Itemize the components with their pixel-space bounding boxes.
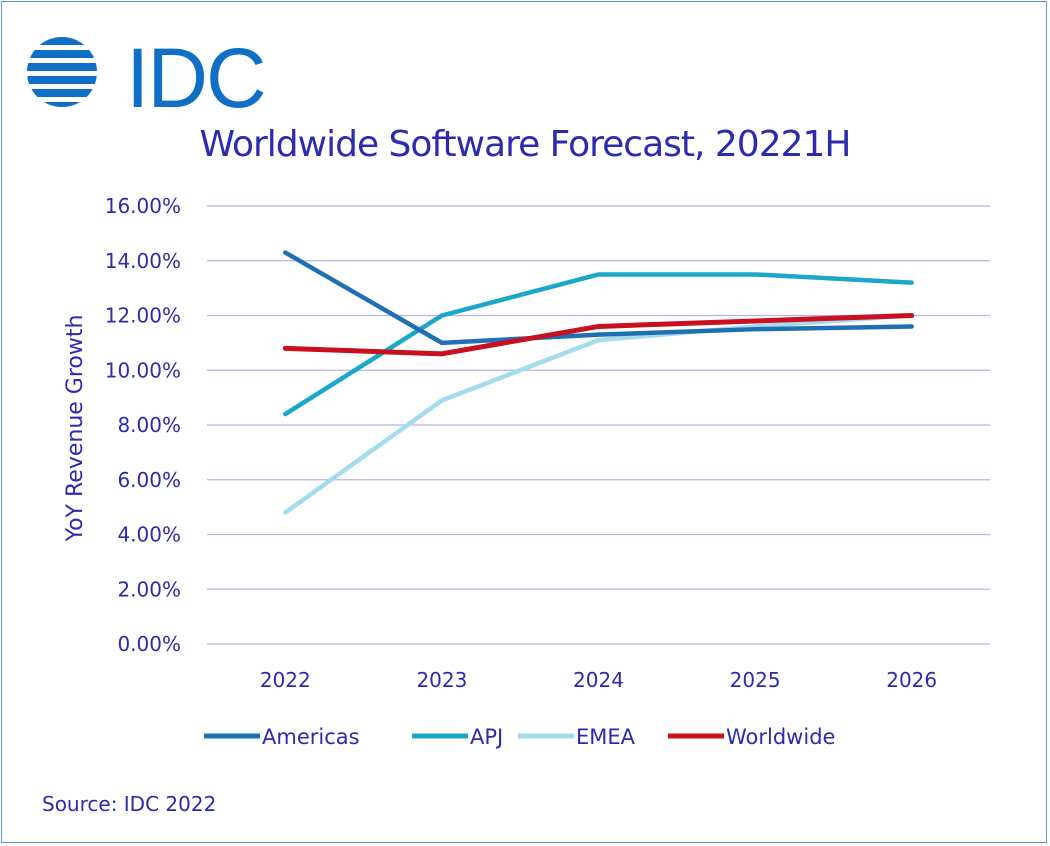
y-tick-label: 8.00%: [117, 413, 181, 437]
y-axis-label: YoY Revenue Growth: [63, 315, 88, 543]
legend-label: Americas: [262, 725, 360, 749]
idc-logo: IDC: [26, 22, 267, 120]
series-line-americas: [283, 250, 914, 346]
y-tick-label: 10.00%: [105, 358, 181, 382]
y-tick-label: 4.00%: [117, 523, 181, 547]
x-tick-label: 2022: [260, 668, 311, 692]
x-tick-label: 2026: [886, 668, 937, 692]
x-tick-label: 2024: [573, 668, 624, 692]
y-tick-label: 12.00%: [105, 304, 181, 328]
y-tick-label: 16.00%: [105, 194, 181, 218]
series-line-emea: [283, 313, 914, 515]
series-line-apj: [283, 272, 914, 417]
y-tick-label: 6.00%: [117, 468, 181, 492]
x-tick-label: 2025: [730, 668, 781, 692]
source-note: Source: IDC 2022: [42, 792, 217, 816]
globe-icon: [27, 37, 97, 107]
y-tick-label: 14.00%: [105, 249, 181, 273]
y-tick-label: 0.00%: [117, 632, 181, 656]
logo-text: IDC: [126, 31, 267, 125]
legend-label: EMEA: [576, 725, 636, 749]
series-line-worldwide: [282, 313, 915, 357]
legend-label: Worldwide: [726, 725, 835, 749]
chart-title: Worldwide Software Forecast, 20221H: [199, 124, 851, 165]
x-tick-label: 2023: [416, 668, 467, 692]
y-tick-label: 2.00%: [117, 577, 181, 601]
legend-label: APJ: [470, 725, 503, 749]
